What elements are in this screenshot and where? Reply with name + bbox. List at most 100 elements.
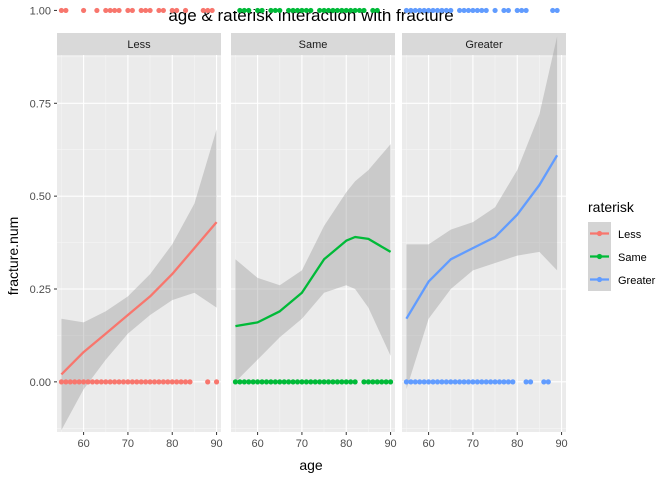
- y-tick-label: 0.50: [30, 191, 51, 203]
- data-point: [505, 379, 511, 385]
- data-point: [370, 7, 376, 14]
- data-point: [461, 379, 467, 385]
- facet-strip: [231, 33, 395, 55]
- data-point: [523, 7, 529, 14]
- data-point: [272, 7, 278, 14]
- data-point: [448, 379, 454, 385]
- facet-strip-label: Same: [299, 39, 328, 51]
- data-point: [205, 379, 211, 385]
- data-point: [254, 7, 261, 14]
- legend-key-point: [596, 253, 603, 260]
- y-tick-label: 0.25: [30, 284, 51, 296]
- data-point: [421, 7, 427, 14]
- data-point: [348, 7, 354, 14]
- data-point: [120, 379, 127, 385]
- data-point: [361, 379, 367, 385]
- data-point: [474, 7, 480, 14]
- data-point: [541, 379, 547, 385]
- legend-label: Same: [618, 252, 647, 264]
- data-point: [63, 379, 69, 385]
- data-point: [76, 379, 82, 385]
- data-point: [213, 379, 220, 385]
- data-point: [147, 379, 153, 385]
- data-point: [308, 379, 314, 385]
- data-point: [374, 7, 380, 14]
- facet-strip: [402, 33, 566, 55]
- data-point: [294, 7, 301, 14]
- data-point: [182, 7, 189, 14]
- data-point: [488, 379, 494, 385]
- data-point: [334, 7, 340, 14]
- data-point: [434, 379, 441, 385]
- data-point: [138, 7, 144, 14]
- data-point: [465, 7, 472, 14]
- data-point: [343, 7, 349, 14]
- data-point: [156, 379, 162, 385]
- data-point: [370, 379, 376, 385]
- data-point: [321, 379, 327, 385]
- data-point: [425, 379, 432, 385]
- data-point: [303, 7, 309, 14]
- data-point: [103, 7, 109, 14]
- legend-label: Less: [618, 229, 642, 241]
- data-point: [232, 379, 239, 385]
- x-tick-label: 80: [166, 438, 178, 450]
- data-point: [290, 379, 296, 385]
- data-point: [67, 379, 73, 385]
- x-tick-label: 70: [122, 438, 134, 450]
- panel-background: [231, 55, 395, 432]
- x-tick-label: 60: [422, 438, 434, 450]
- data-point: [299, 7, 305, 14]
- data-point: [85, 379, 91, 385]
- data-point: [421, 379, 427, 385]
- smooth-line: [405, 154, 559, 320]
- data-point: [286, 379, 292, 385]
- data-point: [492, 7, 498, 14]
- data-point: [294, 379, 301, 385]
- facet-panel-less: Less 60 70 80 90: [57, 7, 223, 450]
- data-point: [554, 7, 560, 14]
- legend-key-point: [596, 230, 603, 237]
- data-point: [343, 379, 349, 385]
- x-tick-label: 60: [77, 438, 89, 450]
- data-point: [417, 7, 423, 14]
- data-point: [129, 7, 135, 14]
- facet-panels: 0.00 0.25 0.50 0.75 1.00 Less 60 70 80 90 Same 60 70…: [30, 5, 568, 450]
- data-point: [523, 379, 529, 385]
- legend-key-point: [596, 276, 603, 283]
- data-point: [182, 379, 189, 385]
- data-point: [408, 7, 414, 14]
- data-point: [361, 7, 367, 14]
- facet-panel-greater: Greater 60 70 80 90: [402, 7, 568, 450]
- data-point: [80, 379, 87, 385]
- data-point: [241, 379, 247, 385]
- data-point: [501, 7, 507, 14]
- data-point: [443, 379, 449, 385]
- data-point: [259, 379, 265, 385]
- data-point: [165, 379, 171, 385]
- data-point: [425, 7, 432, 14]
- data-point: [246, 379, 252, 385]
- data-point: [174, 7, 180, 14]
- data-point: [379, 379, 385, 385]
- data-point: [448, 7, 454, 14]
- data-point: [174, 379, 180, 385]
- data-point: [277, 7, 283, 14]
- x-tick-label: 80: [340, 438, 352, 450]
- data-point: [156, 7, 162, 14]
- data-point: [461, 7, 467, 14]
- data-point: [505, 7, 511, 14]
- data-point: [169, 7, 175, 14]
- data-point: [434, 7, 441, 14]
- data-point: [492, 379, 498, 385]
- data-point: [550, 7, 556, 14]
- data-point: [403, 7, 410, 14]
- data-point: [178, 379, 184, 385]
- data-point: [527, 379, 534, 385]
- data-point: [112, 379, 118, 385]
- y-axis-title: fracture.num: [5, 217, 21, 296]
- data-point: [439, 379, 445, 385]
- data-point: [412, 379, 418, 385]
- data-point: [408, 379, 414, 385]
